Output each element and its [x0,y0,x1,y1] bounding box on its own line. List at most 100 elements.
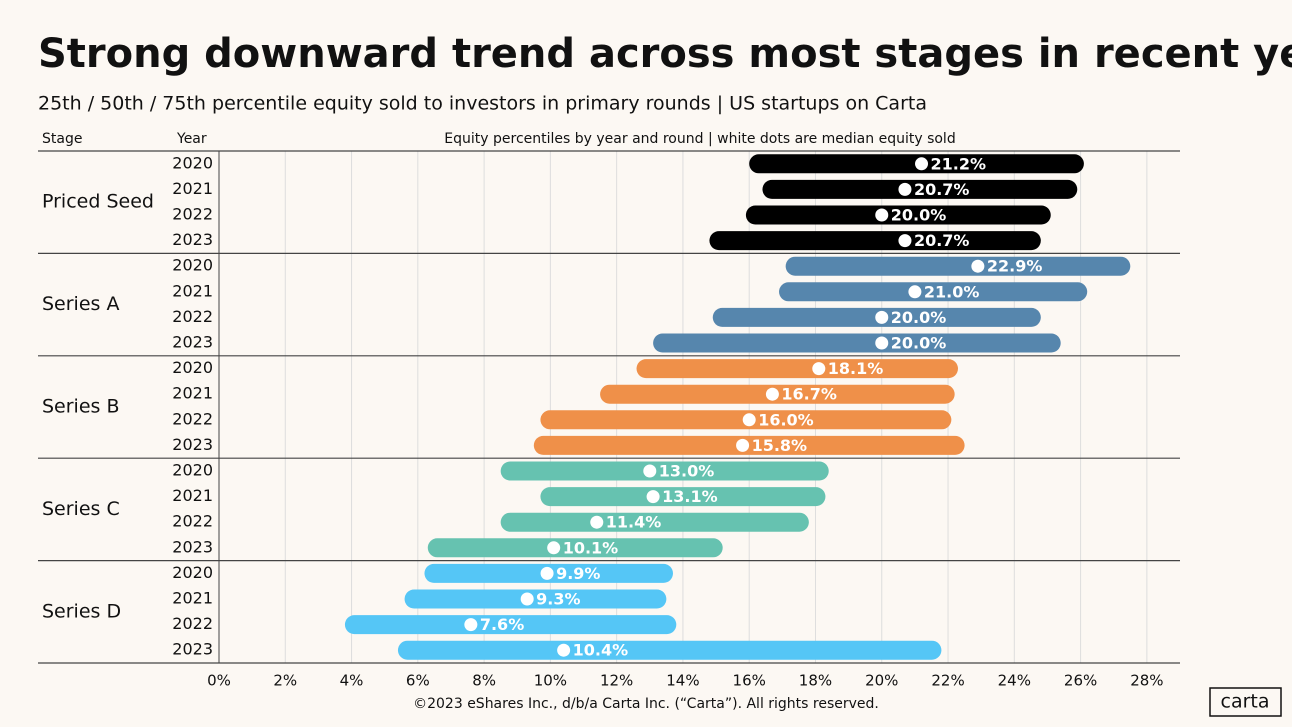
range-bar [785,256,1131,276]
median-dot [643,464,657,478]
axis-title: Equity percentiles by year and round | w… [444,131,955,147]
median-dot [898,234,912,248]
median-dot [464,618,478,632]
median-dot [547,541,561,555]
median-label: 18.1% [828,359,884,378]
median-dot [765,387,779,401]
year-label: 2021 [172,589,213,608]
x-tick-label: 22% [931,672,964,690]
median-dot [875,208,889,222]
year-label: 2022 [172,205,213,224]
x-tick-label: 8% [472,672,496,690]
median-label: 20.0% [891,206,947,225]
median-label: 21.2% [931,154,987,173]
x-tick-label: 10% [534,672,567,690]
range-bar [540,487,826,507]
year-label: 2023 [172,537,213,556]
range-bar [762,179,1078,199]
year-label: 2020 [172,461,213,480]
x-tick-label: 24% [998,672,1031,690]
median-dot [971,259,985,273]
year-label: 2023 [172,640,213,659]
range-bar [500,461,829,481]
median-label: 20.7% [914,180,970,199]
median-dot [908,285,922,299]
range-bar [404,589,667,609]
chart-subtitle: 25th / 50th / 75th percentile equity sol… [38,93,927,115]
x-tick-label: 20% [865,672,898,690]
median-dot [520,592,534,606]
median-dot [742,413,756,427]
median-dot [646,490,660,504]
median-label: 15.8% [752,436,808,455]
median-label: 20.0% [891,334,947,353]
year-label: 2023 [172,435,213,454]
x-tick-label: 28% [1130,672,1163,690]
year-label: 2022 [172,307,213,326]
year-label: 2022 [172,614,213,633]
year-label: 2022 [172,512,213,531]
median-label: 13.0% [659,462,715,481]
chart-title: Strong downward trend across most stages… [38,31,1292,77]
range-bar [745,205,1051,225]
x-tick-label: 6% [406,672,430,690]
x-tick-label: 12% [600,672,633,690]
logo: carta [1221,691,1270,713]
median-label: 9.3% [536,590,580,609]
median-label: 9.9% [556,564,600,583]
year-header: Year [176,131,207,147]
median-label: 22.9% [987,257,1043,276]
logo-box [1209,687,1282,717]
median-label: 13.1% [662,487,718,506]
median-label: 20.7% [914,231,970,250]
year-label: 2021 [172,486,213,505]
median-label: 16.7% [781,385,837,404]
footer: ©2023 eShares Inc., d/b/a Carta Inc. (“C… [413,696,879,712]
stage-header: Stage [42,131,82,147]
year-label: 2021 [172,179,213,198]
year-label: 2023 [172,230,213,249]
range-bar [709,231,1041,251]
year-label: 2020 [172,153,213,172]
median-label: 7.6% [480,615,524,634]
median-label: 10.1% [563,538,619,557]
range-bar [533,435,965,455]
median-label: 10.4% [573,641,629,660]
range-bar [779,282,1088,302]
year-label: 2022 [172,409,213,428]
stage-label: Series A [42,293,119,315]
year-label: 2020 [172,358,213,377]
median-dot [540,566,554,580]
range-bar [397,640,942,660]
median-label: 11.4% [606,513,662,532]
median-dot [736,438,750,452]
x-tick-label: 18% [799,672,832,690]
range-bar [636,359,958,379]
x-tick-label: 26% [1064,672,1097,690]
median-dot [875,336,889,350]
stage-label: Series B [42,396,120,418]
x-tick-label: 0% [207,672,231,690]
median-dot [915,157,929,171]
stage-label: Priced Seed [42,191,154,213]
x-tick-label: 16% [733,672,766,690]
median-label: 21.0% [924,282,980,301]
year-label: 2021 [172,384,213,403]
median-dot [557,643,571,657]
median-dot [875,310,889,324]
year-label: 2021 [172,281,213,300]
x-tick-label: 2% [273,672,297,690]
median-dot [898,182,912,196]
year-label: 2020 [172,563,213,582]
year-label: 2020 [172,256,213,275]
range-bar [427,538,723,558]
median-label: 16.0% [758,410,814,429]
range-bar [500,512,809,532]
range-bar [344,615,677,635]
median-label: 20.0% [891,308,947,327]
stage-label: Series D [42,600,121,622]
median-dot [590,515,604,529]
year-label: 2023 [172,333,213,352]
range-bar [653,333,1061,353]
